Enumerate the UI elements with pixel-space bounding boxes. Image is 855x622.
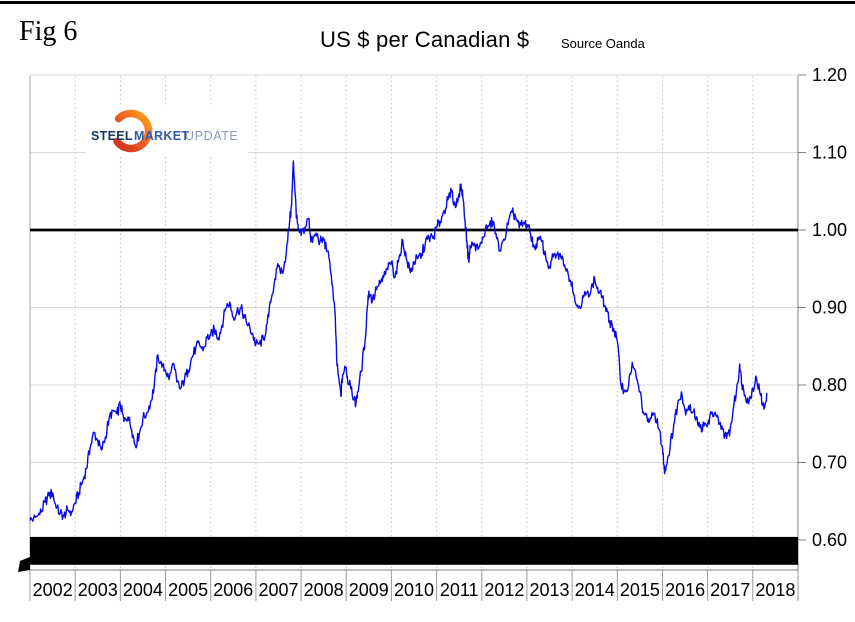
x-tick-label-2006: 2006 [213,580,253,600]
figure-label: Fig 6 [19,16,78,47]
top-border-rule [0,1,855,4]
x-tick-label-2013: 2013 [529,580,569,600]
logo-word-market: MARKET [134,129,189,143]
y-tick-label-1.10: 1.10 [812,143,847,163]
x-tick-label-2011: 2011 [440,580,479,600]
logo-word-steel: STEEL [91,129,133,143]
steel-market-update-logo: STEEL MARKET UPDATE [86,105,248,157]
series-usd-per-cad [29,160,768,522]
logo-background [86,105,248,157]
x-tick-label-2004: 2004 [123,580,163,600]
bottom-bar-tail [18,557,30,572]
x-tick-label-2005: 2005 [168,580,208,600]
logo-word-update: UPDATE [185,129,238,143]
x-tick-label-2018: 2018 [755,580,795,600]
chart-title: US $ per Canadian $ [320,27,530,52]
chart-source: Source Oanda [561,36,645,51]
x-tick-label-2008: 2008 [304,580,344,600]
y-tick-label-1.00: 1.00 [812,220,847,240]
logo-swoosh-icon [113,109,153,153]
bottom-black-bar [30,536,798,565]
x-tick-label-2012: 2012 [484,580,524,600]
y-tick-label-0.80: 0.80 [812,375,847,395]
x-tick-label-2015: 2015 [620,580,660,600]
y-tick-label-0.70: 0.70 [812,453,847,473]
x-tick-label-2007: 2007 [258,580,298,600]
x-tick-label-2017: 2017 [710,580,750,600]
x-tick-label-2009: 2009 [349,580,389,600]
x-tick-label-2010: 2010 [394,580,434,600]
x-tick-label-2002: 2002 [33,580,73,600]
y-tick-label-0.60: 0.60 [812,530,847,550]
x-tick-label-2014: 2014 [575,580,615,600]
x-tick-label-2016: 2016 [665,580,705,600]
y-tick-label-1.20: 1.20 [812,65,847,85]
y-tick-label-0.90: 0.90 [812,298,847,318]
x-tick-label-2003: 2003 [78,580,118,600]
